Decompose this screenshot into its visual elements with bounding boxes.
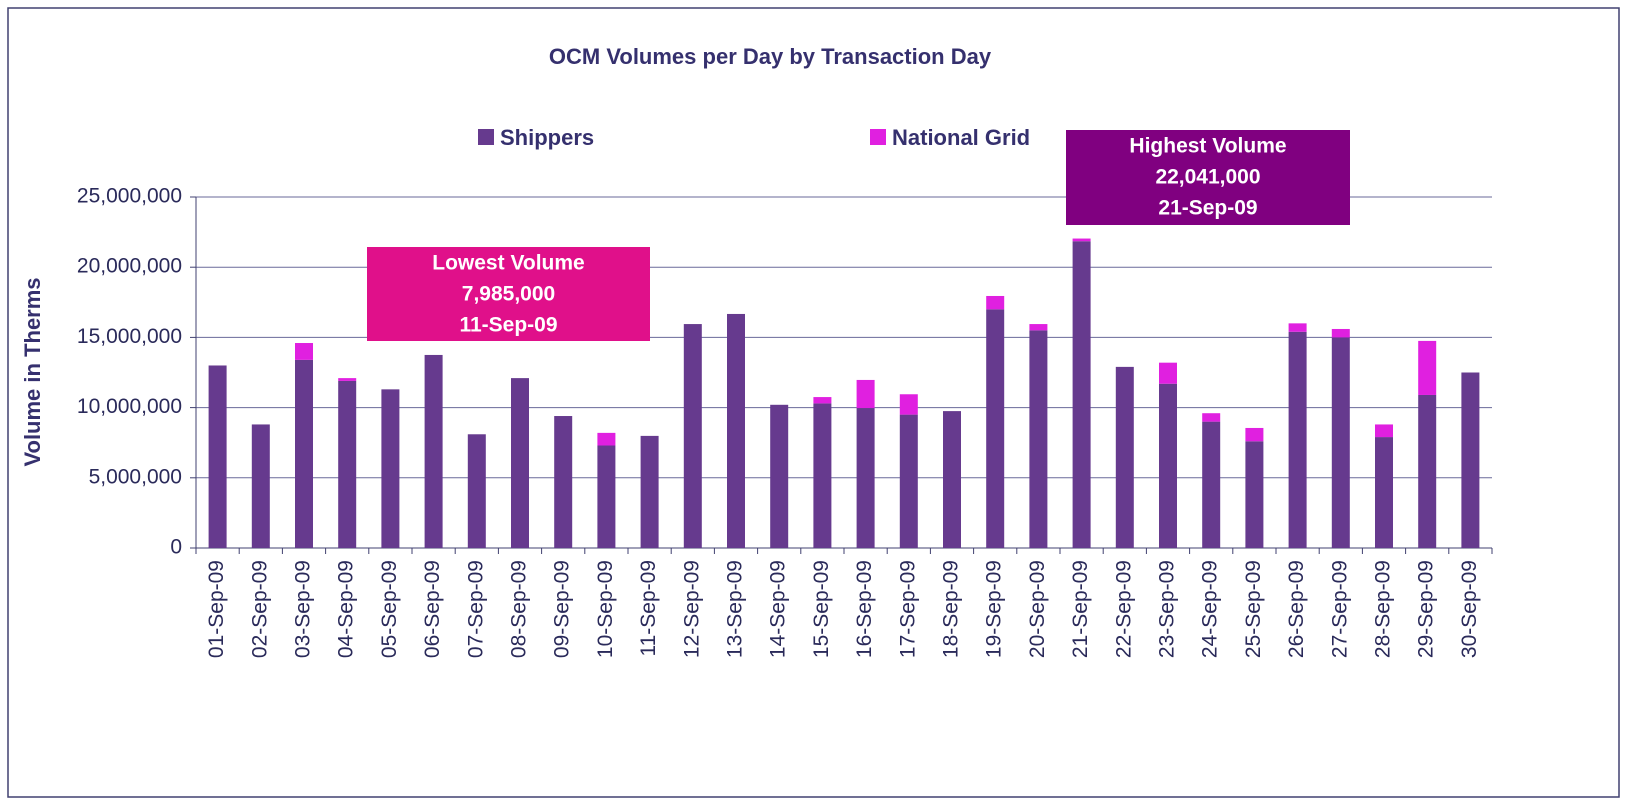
bar-segment bbox=[251, 424, 270, 548]
y-tick-label: 0 bbox=[170, 536, 182, 559]
annotation-text: 21-Sep-09 bbox=[1158, 197, 1257, 220]
bar-segment bbox=[1029, 324, 1048, 331]
x-tick-label: 29-Sep-09 bbox=[1415, 560, 1438, 658]
x-tick-label: 25-Sep-09 bbox=[1242, 560, 1265, 658]
x-tick-label: 23-Sep-09 bbox=[1156, 560, 1179, 658]
bar-segment bbox=[986, 295, 1005, 310]
x-tick-label: 28-Sep-09 bbox=[1372, 560, 1395, 658]
bar-segment bbox=[1072, 241, 1091, 548]
bar-segment bbox=[986, 309, 1005, 548]
x-tick-label: 19-Sep-09 bbox=[983, 560, 1006, 658]
x-tick-label: 10-Sep-09 bbox=[594, 560, 617, 658]
legend-label: National Grid bbox=[892, 125, 1030, 150]
bar-segment bbox=[554, 416, 573, 548]
bar-segment bbox=[295, 343, 313, 360]
bar-segment bbox=[1115, 366, 1134, 548]
bar-segment bbox=[1245, 427, 1264, 442]
bar-segment bbox=[1288, 323, 1307, 332]
x-tick-label: 16-Sep-09 bbox=[853, 560, 876, 658]
bar-segment bbox=[1331, 337, 1350, 548]
bar-segment bbox=[338, 380, 357, 548]
annotation-box bbox=[1066, 130, 1350, 225]
legend-label: Shippers bbox=[500, 125, 594, 150]
y-axis-label: Volume in Therms bbox=[20, 277, 45, 466]
x-tick-label: 05-Sep-09 bbox=[378, 560, 401, 658]
bar-segment bbox=[1159, 383, 1177, 548]
x-tick-label: 15-Sep-09 bbox=[810, 560, 833, 658]
bar-segment bbox=[381, 389, 400, 548]
bar-segment bbox=[597, 432, 616, 446]
x-tick-label: 01-Sep-09 bbox=[205, 560, 228, 658]
bar-segment bbox=[1375, 424, 1393, 438]
bar-segment bbox=[683, 324, 702, 548]
bar-segment bbox=[770, 404, 789, 548]
bar-segment bbox=[338, 378, 357, 381]
annotation-text: 11-Sep-09 bbox=[459, 314, 557, 337]
bar-segment bbox=[899, 414, 918, 548]
x-tick-label: 17-Sep-09 bbox=[896, 560, 919, 658]
bar-segment bbox=[856, 379, 875, 409]
bar-segment bbox=[1202, 421, 1221, 548]
bar-segment bbox=[856, 408, 875, 548]
bar-segment bbox=[1245, 441, 1264, 548]
annotation-text: Highest Volume bbox=[1129, 135, 1286, 158]
x-tick-label: 26-Sep-09 bbox=[1285, 560, 1308, 658]
y-tick-label: 15,000,000 bbox=[77, 325, 182, 348]
bar-segment bbox=[1202, 413, 1221, 422]
x-tick-label: 21-Sep-09 bbox=[1069, 560, 1092, 658]
bar-segment bbox=[1288, 331, 1307, 548]
x-tick-label: 09-Sep-09 bbox=[551, 560, 574, 658]
bar-segment bbox=[1029, 330, 1048, 548]
bar-segment bbox=[1159, 362, 1177, 384]
legend-swatch bbox=[870, 129, 886, 145]
x-tick-label: 18-Sep-09 bbox=[940, 560, 963, 658]
bar-segment bbox=[1375, 437, 1393, 548]
bar-segment bbox=[208, 365, 227, 548]
x-tick-label: 20-Sep-09 bbox=[1026, 560, 1049, 658]
x-tick-label: 03-Sep-09 bbox=[292, 560, 315, 658]
x-tick-label: 24-Sep-09 bbox=[1199, 560, 1222, 658]
x-tick-label: 08-Sep-09 bbox=[508, 560, 531, 658]
bar-segment bbox=[727, 313, 745, 548]
bar-segment bbox=[511, 378, 529, 548]
x-tick-label: 30-Sep-09 bbox=[1458, 560, 1481, 658]
annotation-text: 22,041,000 bbox=[1155, 166, 1260, 189]
bar-segment bbox=[1418, 394, 1437, 548]
annotation-text: 7,985,000 bbox=[462, 283, 555, 306]
bar-segment bbox=[295, 359, 313, 548]
x-tick-label: 11-Sep-09 bbox=[637, 560, 660, 657]
x-tick-label: 13-Sep-09 bbox=[724, 560, 747, 658]
x-tick-label: 04-Sep-09 bbox=[335, 560, 358, 658]
x-tick-label: 14-Sep-09 bbox=[767, 560, 790, 658]
bar-segment bbox=[640, 435, 659, 548]
legend-swatch bbox=[478, 129, 494, 145]
bar-segment bbox=[1461, 372, 1480, 548]
x-tick-label: 12-Sep-09 bbox=[680, 560, 703, 658]
bar-segment bbox=[899, 394, 918, 415]
x-tick-label: 07-Sep-09 bbox=[464, 560, 487, 658]
x-tick-label: 02-Sep-09 bbox=[248, 560, 271, 658]
y-tick-label: 25,000,000 bbox=[77, 185, 182, 208]
y-tick-label: 10,000,000 bbox=[77, 395, 182, 418]
chart-title: OCM Volumes per Day by Transaction Day bbox=[549, 44, 992, 69]
x-tick-label: 06-Sep-09 bbox=[421, 560, 444, 658]
x-tick-label: 22-Sep-09 bbox=[1112, 560, 1135, 658]
bar-segment bbox=[1418, 340, 1437, 395]
bar-segment bbox=[943, 411, 961, 548]
x-tick-label: 27-Sep-09 bbox=[1328, 560, 1351, 658]
bar-segment bbox=[1072, 238, 1091, 242]
annotation-text: Lowest Volume bbox=[432, 252, 584, 275]
bar-segment bbox=[424, 354, 443, 548]
y-tick-label: 20,000,000 bbox=[77, 255, 182, 278]
bar-segment bbox=[1331, 328, 1350, 338]
y-tick-label: 5,000,000 bbox=[89, 465, 182, 488]
bar-segment bbox=[813, 397, 832, 404]
annotation-box bbox=[367, 247, 650, 341]
bar-segment bbox=[467, 434, 486, 548]
bar-segment bbox=[813, 403, 832, 548]
bar-segment bbox=[597, 445, 616, 548]
